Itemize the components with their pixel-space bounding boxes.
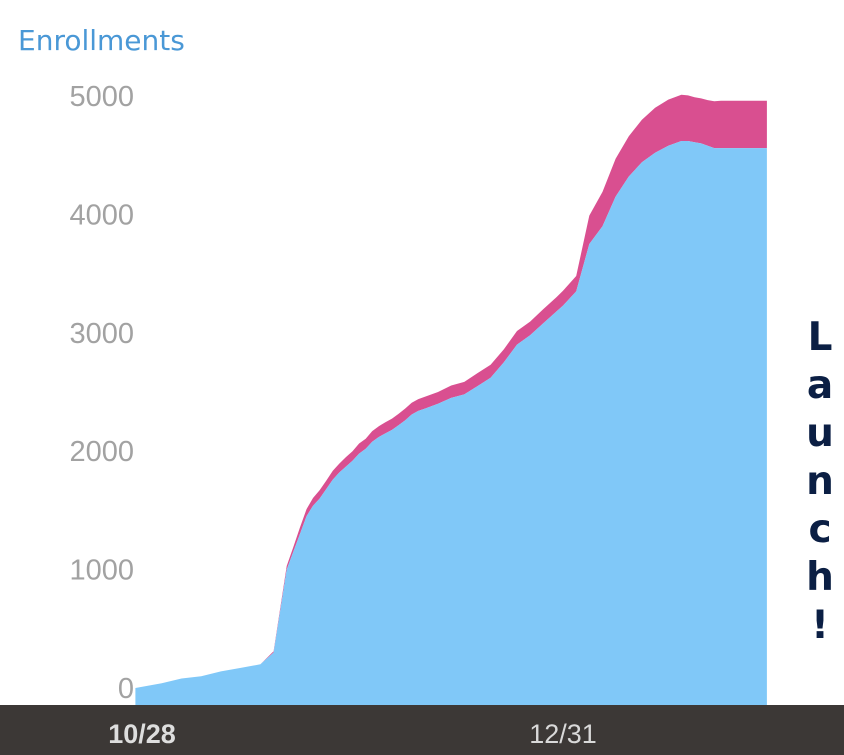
series-bottom-area xyxy=(135,141,767,705)
y-tick-label: 1000 xyxy=(69,555,134,587)
annotation-char: L xyxy=(808,315,833,360)
y-tick-label: 3000 xyxy=(69,318,134,350)
x-axis-ticks: 10/28 12/31 xyxy=(108,719,597,749)
series-top-area xyxy=(135,94,767,689)
y-tick-label: 5000 xyxy=(69,81,134,113)
x-axis-bar xyxy=(0,705,844,755)
y-tick-label: 2000 xyxy=(69,436,134,468)
y-tick-label: 0 xyxy=(118,673,134,705)
annotation-char: n xyxy=(806,459,834,504)
annotation-char: h xyxy=(806,555,834,600)
annotation-char: ! xyxy=(811,603,829,648)
y-axis-title: Enrollments xyxy=(18,24,185,57)
y-tick-label: 4000 xyxy=(69,199,134,231)
annotation-char: c xyxy=(808,507,831,552)
annotation-char: u xyxy=(806,411,834,456)
x-tick-label: 12/31 xyxy=(529,719,597,749)
x-tick-label: 10/28 xyxy=(108,719,176,749)
annotation-char: a xyxy=(807,363,833,408)
